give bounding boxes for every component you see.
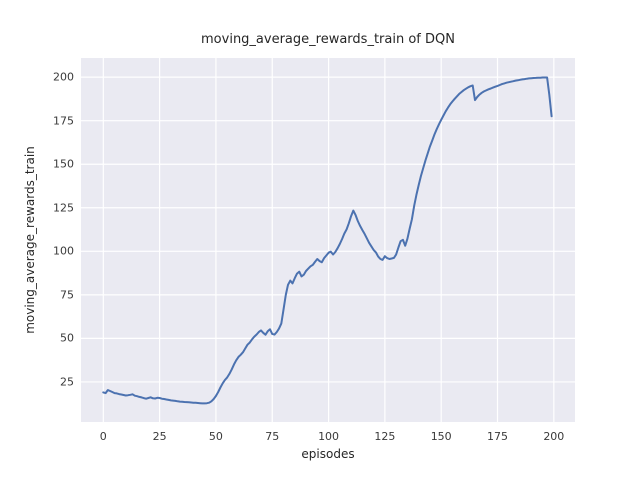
x-tick-label: 200 (543, 430, 565, 443)
y-tick-label: 50 (60, 331, 74, 345)
y-tick-label: 25 (60, 375, 74, 389)
y-tick-label: 75 (60, 288, 74, 302)
y-tick-label: 200 (53, 70, 74, 84)
chart-title: moving_average_rewards_train of DQN (201, 32, 455, 47)
x-tick-label: 125 (374, 430, 396, 443)
reward-line (102, 76, 553, 405)
y-tick-label: 100 (53, 244, 74, 258)
x-tick-label: 0 (99, 430, 107, 443)
x-tick-label: 25 (152, 430, 167, 443)
x-tick-label: 50 (208, 430, 223, 443)
x-tick-label: 75 (265, 430, 280, 443)
y-tick-label: 175 (53, 114, 74, 128)
y-axis-label: moving_average_rewards_train (23, 146, 37, 334)
x-tick-label: 100 (318, 430, 340, 443)
y-tick-label: 150 (53, 157, 74, 171)
x-axis-label: episodes (301, 447, 355, 461)
x-tick-label: 150 (430, 430, 452, 443)
y-tick-label: 125 (53, 201, 74, 215)
x-tick-label: 175 (487, 430, 508, 443)
